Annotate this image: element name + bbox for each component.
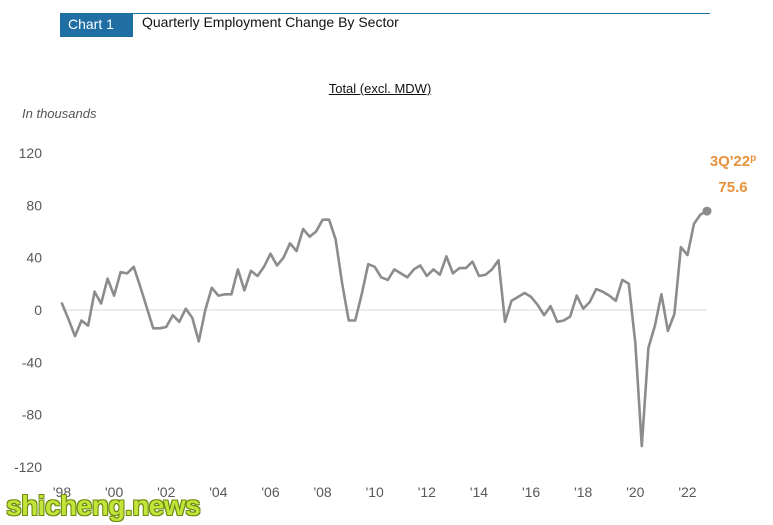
x-tick-label: '12 <box>418 484 436 500</box>
x-tick-label: '20 <box>626 484 644 500</box>
chart-subtitle: Total (excl. MDW) <box>328 81 432 96</box>
x-tick-label: '10 <box>366 484 384 500</box>
x-tick-label: '22 <box>678 484 696 500</box>
x-tick-label: '06 <box>261 484 279 500</box>
y-axis: -120 -80 -40 0 40 80 120 <box>14 145 42 475</box>
header-rule <box>60 13 710 14</box>
x-tick-label: '00 <box>105 484 123 500</box>
x-tick-label: '08 <box>313 484 331 500</box>
y-tick-label: -80 <box>22 407 42 423</box>
series-line-total <box>60 209 709 448</box>
y-tick-label: 120 <box>19 145 43 161</box>
chart-tag: Chart 1 <box>60 13 133 37</box>
x-tick-label: '16 <box>522 484 540 500</box>
y-axis-label: In thousands <box>22 106 97 121</box>
callout-label: 3Q'22p <box>710 153 756 171</box>
y-tick-label: -40 <box>22 354 42 370</box>
y-tick-label: 40 <box>26 250 42 266</box>
y-tick-label: 0 <box>34 302 42 318</box>
x-axis: '98 '00 '02 '04 '06 '08 '10 '12 '14 '16 '18 '20 '22 <box>53 484 697 500</box>
x-tick-label: '02 <box>157 484 175 500</box>
callout-value: 75.6 <box>718 179 747 196</box>
x-tick-label: '04 <box>209 484 227 500</box>
chart-title: Quarterly Employment Change By Sector <box>142 14 399 30</box>
end-point-marker <box>702 206 712 216</box>
x-tick-label: '18 <box>574 484 592 500</box>
x-tick-label: '98 <box>53 484 71 500</box>
y-tick-label: 80 <box>26 197 42 213</box>
y-tick-label: -120 <box>14 459 42 475</box>
x-tick-label: '14 <box>470 484 488 500</box>
watermark: shicheng.news <box>6 490 201 521</box>
